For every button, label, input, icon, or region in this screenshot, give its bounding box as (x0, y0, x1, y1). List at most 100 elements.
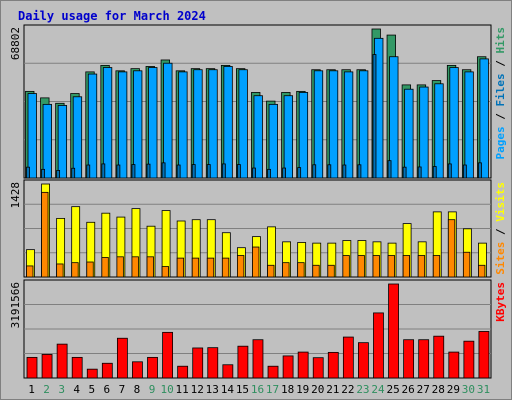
bar-sites-20 (312, 264, 320, 278)
bar-files-1 (27, 93, 37, 179)
bar-files-30 (464, 71, 474, 179)
bar-sites-17 (267, 264, 275, 278)
panel-visits-sites: 1428 Sites / Visits (9, 179, 507, 278)
bar-kbytes-19 (297, 351, 309, 379)
bar-sites-28 (432, 255, 441, 278)
bar-sites-11 (176, 257, 185, 278)
bar-files-3 (57, 105, 68, 179)
legend-part: Hits (494, 27, 507, 54)
bar-pages-30 (462, 164, 467, 179)
bar-sites-23 (357, 255, 365, 278)
bar-sites-3 (56, 263, 64, 278)
bar-pages-10 (161, 162, 166, 179)
bar-kbytes-28 (433, 335, 445, 379)
bar-pages-4 (71, 167, 76, 179)
bar-files-29 (449, 67, 459, 179)
bar-kbytes-31 (478, 331, 490, 379)
bar-files-31 (479, 58, 489, 179)
bar-kbytes-26 (403, 339, 415, 379)
bar-files-28 (434, 83, 444, 179)
bar-kbytes-15 (237, 345, 249, 379)
chart-panels: 68802 Pages / Files / Hits 1428 Sites / Vis… (9, 24, 507, 379)
bar-pages-13 (206, 164, 211, 179)
bar-pages-19 (297, 167, 302, 179)
bar-sites-26 (402, 255, 411, 278)
bar-pages-8 (131, 164, 136, 179)
bar-files-11 (178, 71, 188, 179)
series-kbytes (26, 283, 490, 379)
bar-pages-21 (327, 164, 332, 179)
bar-kbytes-13 (207, 347, 219, 379)
bar-pages-24 (372, 54, 377, 179)
bar-sites-15 (236, 255, 245, 278)
bar-pages-26 (402, 166, 407, 179)
bar-files-10 (163, 62, 173, 179)
day-label-16: 16 (251, 383, 264, 396)
bar-pages-9 (146, 163, 151, 179)
bar-kbytes-27 (418, 339, 430, 379)
bar-sites-5 (86, 261, 94, 278)
bar-sites-24 (372, 255, 380, 278)
series-sites (26, 191, 486, 278)
bar-sites-10 (161, 266, 169, 278)
bar-pages-31 (478, 162, 482, 179)
bar-sites-16 (252, 246, 260, 278)
side-legend: KBytes (494, 282, 507, 322)
bar-files-16 (253, 95, 263, 179)
bar-files-20 (313, 70, 324, 179)
bar-pages-7 (116, 164, 121, 179)
bar-kbytes-30 (463, 340, 475, 379)
day-label-21: 21 (326, 383, 339, 396)
bar-kbytes-5 (86, 368, 98, 379)
bar-sites-22 (342, 255, 350, 278)
bar-pages-11 (176, 164, 181, 179)
bar-files-8 (133, 70, 143, 179)
bar-kbytes-22 (342, 336, 354, 379)
bar-sites-31 (478, 264, 486, 278)
bar-pages-22 (342, 164, 347, 179)
bar-kbytes-12 (192, 347, 204, 379)
day-label-23: 23 (356, 383, 369, 396)
bar-pages-20 (312, 164, 317, 179)
bar-files-7 (117, 71, 128, 179)
day-label-12: 12 (191, 383, 204, 396)
bar-sites-12 (191, 257, 200, 278)
bar-sites-25 (387, 255, 395, 278)
day-label-5: 5 (88, 383, 95, 396)
bar-kbytes-11 (177, 365, 189, 379)
bar-files-17 (268, 103, 278, 179)
ymax-label: 1428 (9, 182, 22, 209)
legend-part: / (494, 222, 507, 242)
bar-files-25 (389, 56, 399, 179)
day-label-28: 28 (432, 383, 445, 396)
bar-pages-6 (101, 163, 106, 179)
bar-kbytes-29 (448, 351, 460, 379)
bar-pages-16 (252, 167, 256, 179)
bar-pages-2 (41, 168, 45, 179)
bar-sites-4 (71, 262, 79, 278)
day-label-7: 7 (119, 383, 126, 396)
day-label-24: 24 (371, 383, 385, 396)
day-label-2: 2 (43, 383, 50, 396)
bar-kbytes-7 (116, 337, 128, 379)
bar-sites-19 (297, 262, 305, 278)
bar-sites-1 (26, 265, 34, 278)
bar-files-12 (193, 69, 203, 179)
bar-kbytes-25 (388, 283, 399, 379)
bar-kbytes-10 (162, 331, 173, 379)
bar-pages-1 (26, 166, 30, 179)
bar-pages-23 (357, 164, 362, 179)
side-legend: Sites / Visits (494, 182, 507, 275)
bar-sites-29 (447, 219, 456, 278)
bar-kbytes-8 (132, 361, 143, 379)
bar-files-9 (148, 67, 158, 179)
day-label-8: 8 (134, 383, 141, 396)
bar-sites-18 (282, 262, 290, 278)
legend-part: Sites (494, 242, 507, 275)
day-label-13: 13 (206, 383, 219, 396)
bar-files-23 (359, 70, 369, 179)
legend-part: Files (494, 73, 507, 106)
day-label-17: 17 (266, 383, 279, 396)
bar-files-19 (298, 92, 309, 179)
bar-pages-5 (86, 164, 91, 179)
